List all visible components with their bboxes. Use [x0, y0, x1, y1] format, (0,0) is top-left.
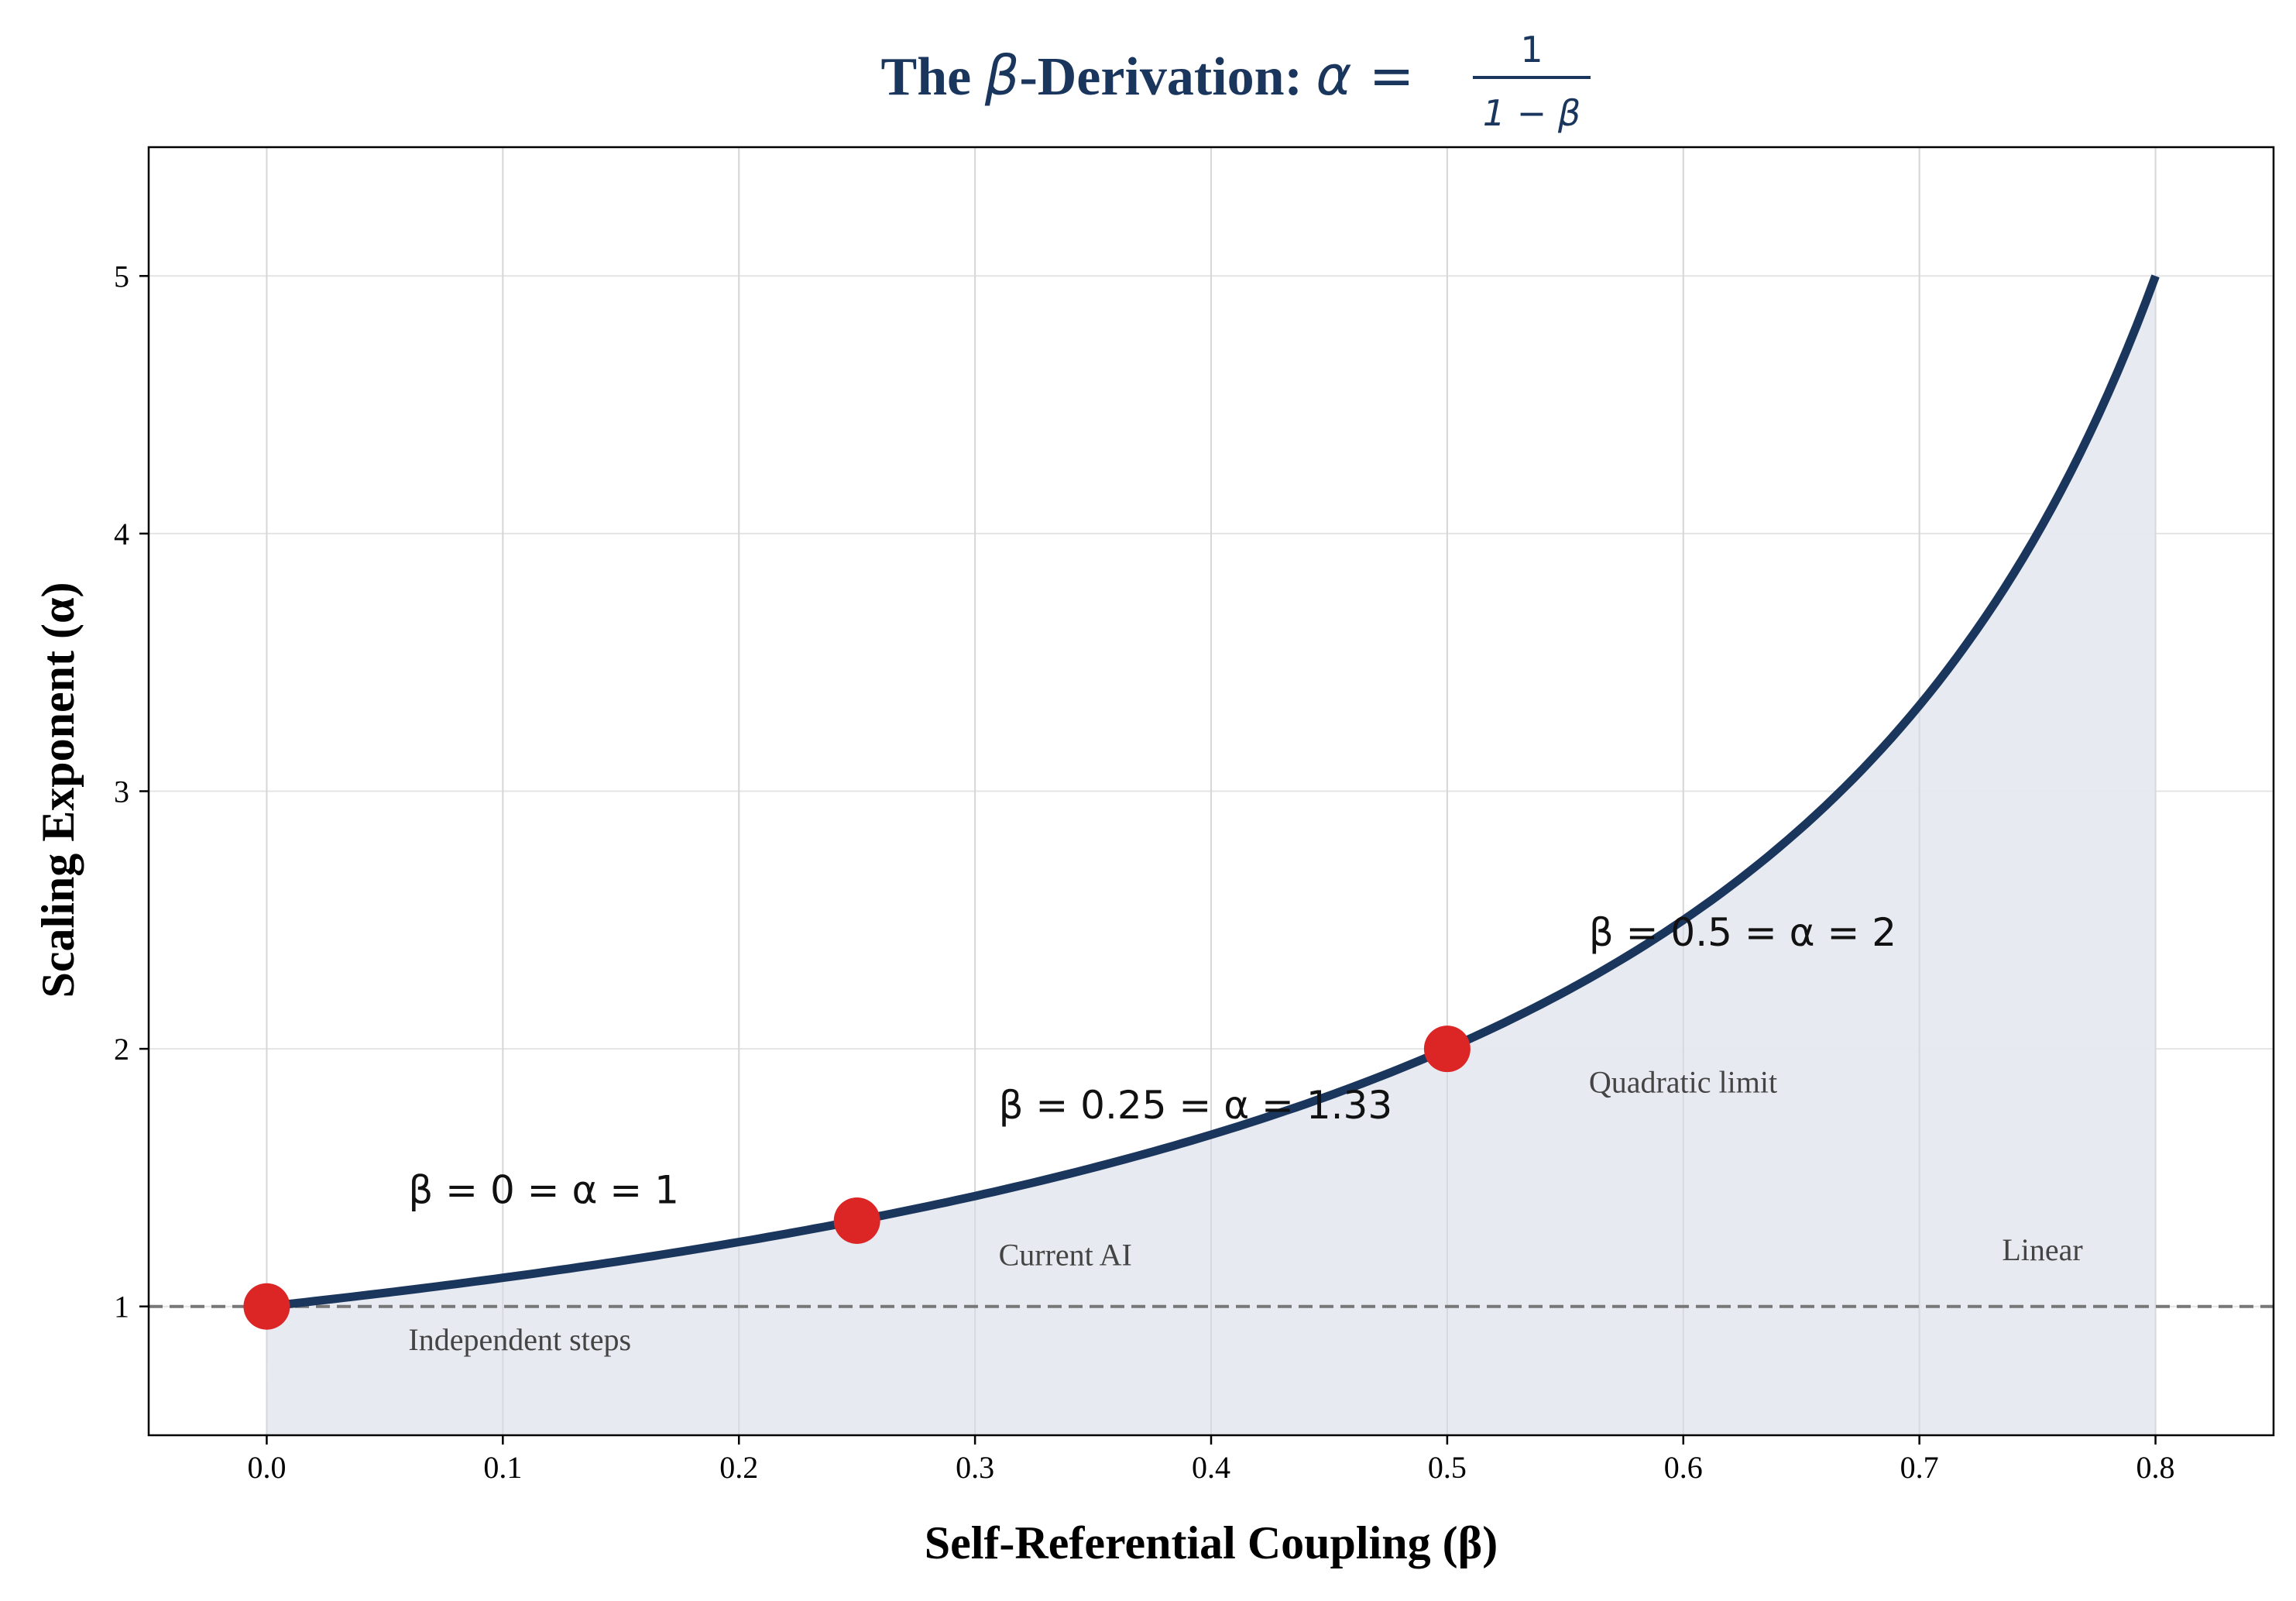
- x-tick-label: 0.1: [483, 1450, 522, 1485]
- svg-text:1 − β: 1 − β: [1483, 92, 1580, 134]
- x-tick-label: 0.7: [1900, 1450, 1939, 1485]
- equation-annotation: β = 0.25 = α = 1.33: [999, 1083, 1393, 1128]
- points: [243, 1026, 1471, 1330]
- equation-annotation: β = 0 = α = 1: [408, 1168, 679, 1213]
- y-tick-label: 1: [114, 1290, 129, 1324]
- x-tick-label: 0.4: [1192, 1450, 1230, 1485]
- x-tick-label: 0.3: [956, 1450, 994, 1485]
- data-point: [833, 1197, 880, 1244]
- x-tick-label: 0.2: [719, 1450, 758, 1485]
- x-axis-label: Self-Referential Coupling (β): [925, 1517, 1498, 1568]
- y-tick-label: 2: [114, 1032, 129, 1067]
- title-fraction: 1 1 − β: [1473, 29, 1591, 134]
- series-line: [266, 274, 2160, 1311]
- ticks: 0.0 0.1 0.2 0.3 0.4 0.5 0.6 0.7 0.8 1 2 3 4 5: [114, 259, 2175, 1485]
- y-tick-label: 5: [114, 259, 129, 294]
- y-tick-label: 3: [114, 775, 129, 809]
- annotations: β = 0 = α = 1 β = 0.25 = α = 1.33 β = 0.5 …: [408, 910, 2082, 1357]
- x-tick-label: 0.8: [2136, 1450, 2175, 1485]
- grid-overlay: [266, 147, 2157, 1435]
- region-label: Current AI: [999, 1237, 1132, 1272]
- chart-title: The β-Derivation: α =: [881, 44, 1415, 108]
- x-tick-label: 0.6: [1664, 1450, 1703, 1485]
- y-axis-label: Scaling Exponent (α): [33, 582, 84, 998]
- data-point: [243, 1283, 290, 1330]
- data-point: [1423, 1026, 1471, 1073]
- region-label: Quadratic limit: [1589, 1065, 1777, 1100]
- region-label: Independent steps: [408, 1322, 631, 1357]
- x-tick-label: 0.0: [247, 1450, 286, 1485]
- y-tick-label: 4: [114, 517, 129, 551]
- svg-text:1: 1: [1520, 29, 1543, 70]
- region-label: Linear: [2002, 1232, 2082, 1267]
- equation-annotation: β = 0.5 = α = 2: [1589, 910, 1896, 955]
- x-tick-label: 0.5: [1428, 1450, 1467, 1485]
